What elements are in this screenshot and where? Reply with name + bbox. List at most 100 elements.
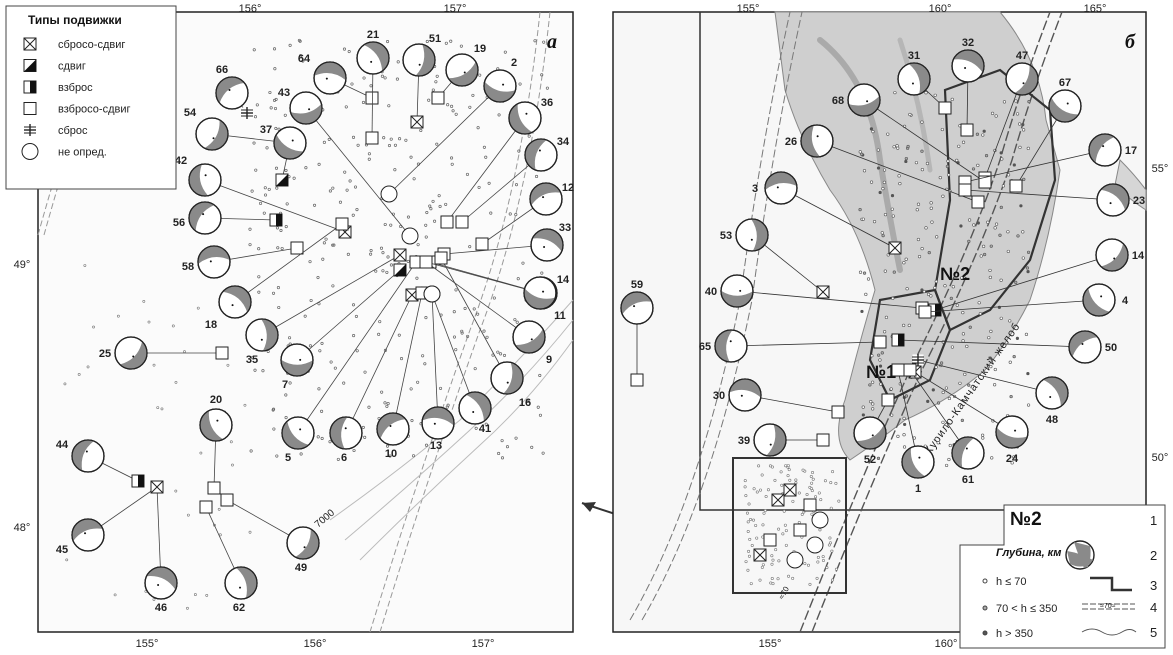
epicenter-dot xyxy=(331,284,335,288)
epicenter-dot xyxy=(468,245,472,249)
epicenter-dot xyxy=(386,402,390,406)
epicenter-dot xyxy=(147,320,151,324)
epicenter-dot xyxy=(518,82,522,86)
epicenter-dot xyxy=(275,186,279,190)
mountain-ridge xyxy=(897,37,933,173)
epicenter-dot xyxy=(252,48,256,52)
epicenter-dot xyxy=(810,481,814,485)
epicenter-dot xyxy=(988,356,992,360)
epicenter-dot xyxy=(821,559,825,563)
epicenter-dot xyxy=(254,168,258,172)
epicenter-dot xyxy=(378,320,382,324)
epicenter-dot xyxy=(257,275,261,279)
epicenter-dot xyxy=(303,314,307,318)
epicenter-dot xyxy=(791,499,795,503)
epicenter-dot xyxy=(1026,371,1030,376)
epicenter-dot xyxy=(946,159,950,163)
epicenter-dot xyxy=(513,318,517,322)
epicenter-dot xyxy=(329,360,333,364)
epicenter-dot xyxy=(383,76,387,80)
epicenter-dot xyxy=(322,140,326,144)
epicenter-dot xyxy=(283,113,287,117)
epicenter-dot xyxy=(828,536,832,540)
epicenter-dot xyxy=(950,97,954,101)
epicenter-dot xyxy=(343,170,347,174)
epicenter-dot xyxy=(516,277,520,281)
epicenter-dot xyxy=(771,582,775,586)
epicenter-dot xyxy=(363,435,367,439)
epicenter-dot xyxy=(858,270,863,274)
epicenter-dot xyxy=(893,91,897,95)
epicenter-dot xyxy=(383,348,387,352)
event-48: 48 xyxy=(912,354,1069,426)
epicenter-dot xyxy=(782,509,786,513)
mini-mechanism xyxy=(786,551,804,569)
lon-tick-top: 155° xyxy=(737,3,760,15)
epicenter-dot xyxy=(350,82,354,86)
epicenter-dot xyxy=(914,161,919,165)
epicenter-dot xyxy=(1024,332,1029,336)
epicenter-dot xyxy=(485,335,489,339)
event-42: 42 xyxy=(175,155,352,239)
epicenter-dot xyxy=(354,314,358,318)
epicenter-dot xyxy=(770,562,774,566)
epicenter-dot xyxy=(277,127,281,131)
epicenter-dot xyxy=(745,511,749,515)
epicenter-dot xyxy=(811,477,815,481)
mini-mechanism xyxy=(783,483,797,497)
epicenter-dot xyxy=(65,558,69,562)
epicenter-dot xyxy=(540,271,544,275)
epicenter-dot xyxy=(156,406,160,409)
epicenter-dot xyxy=(444,202,448,206)
epicenter-dot xyxy=(1015,336,1019,340)
event-56: 56 xyxy=(173,201,283,235)
epicenter-dot xyxy=(463,306,467,311)
epicenter-dot xyxy=(277,305,281,310)
epicenter-dot xyxy=(424,223,428,227)
epicenter-dot xyxy=(876,456,881,460)
epicenter-dot xyxy=(263,193,268,197)
epicenter-dot xyxy=(858,150,862,154)
event-59: 59 xyxy=(620,279,654,387)
epicenter-dot xyxy=(891,214,895,218)
epicenter-dot xyxy=(338,200,342,204)
epicenter-dot xyxy=(817,491,821,495)
epicenter-dot xyxy=(476,126,480,130)
epicenter-dot xyxy=(231,463,234,467)
epicenter-dot xyxy=(540,73,544,77)
epicenter-dot xyxy=(809,474,813,478)
epicenter-dot xyxy=(749,582,753,586)
panel-b: ≈70 Курило-Камчатский желоб №2 №1 155° 1… xyxy=(612,3,1168,650)
epicenter-dot xyxy=(1015,112,1020,116)
epicenter-dot xyxy=(471,93,475,97)
epicenter-dot xyxy=(473,367,477,371)
zone-1-label: №1 xyxy=(866,362,896,382)
event-label: 37 xyxy=(260,124,272,136)
epicenter-dot xyxy=(249,449,253,453)
event-label: 31 xyxy=(908,50,920,62)
epicenter-dot xyxy=(435,74,439,78)
event-label: 23 xyxy=(1133,195,1145,207)
event-label: 6 xyxy=(341,452,347,464)
epicenter-dot xyxy=(415,276,419,280)
epicenter-dot xyxy=(317,387,321,391)
epicenter-dot xyxy=(213,523,216,527)
epicenter-dot xyxy=(760,565,764,569)
epicenter-dot xyxy=(484,155,488,159)
epicenter-dot xyxy=(369,84,373,88)
legend-isobath-icon xyxy=(1081,628,1137,636)
event-37: 37 xyxy=(260,124,307,187)
epicenter-dot xyxy=(1021,230,1025,234)
event-66: 66 xyxy=(215,64,253,119)
epicenter-dot xyxy=(871,380,875,384)
mini-mechanism xyxy=(753,548,767,562)
event-label: 66 xyxy=(216,64,228,76)
epicenter-dot xyxy=(780,483,784,487)
shallow-dot-icon xyxy=(982,578,988,584)
epicenter-dot xyxy=(1022,177,1026,181)
epicenter-dot xyxy=(747,554,751,558)
event-65: 65 xyxy=(699,329,887,363)
event-label: 14 xyxy=(1132,250,1145,262)
epicenter-dot xyxy=(1014,99,1018,103)
